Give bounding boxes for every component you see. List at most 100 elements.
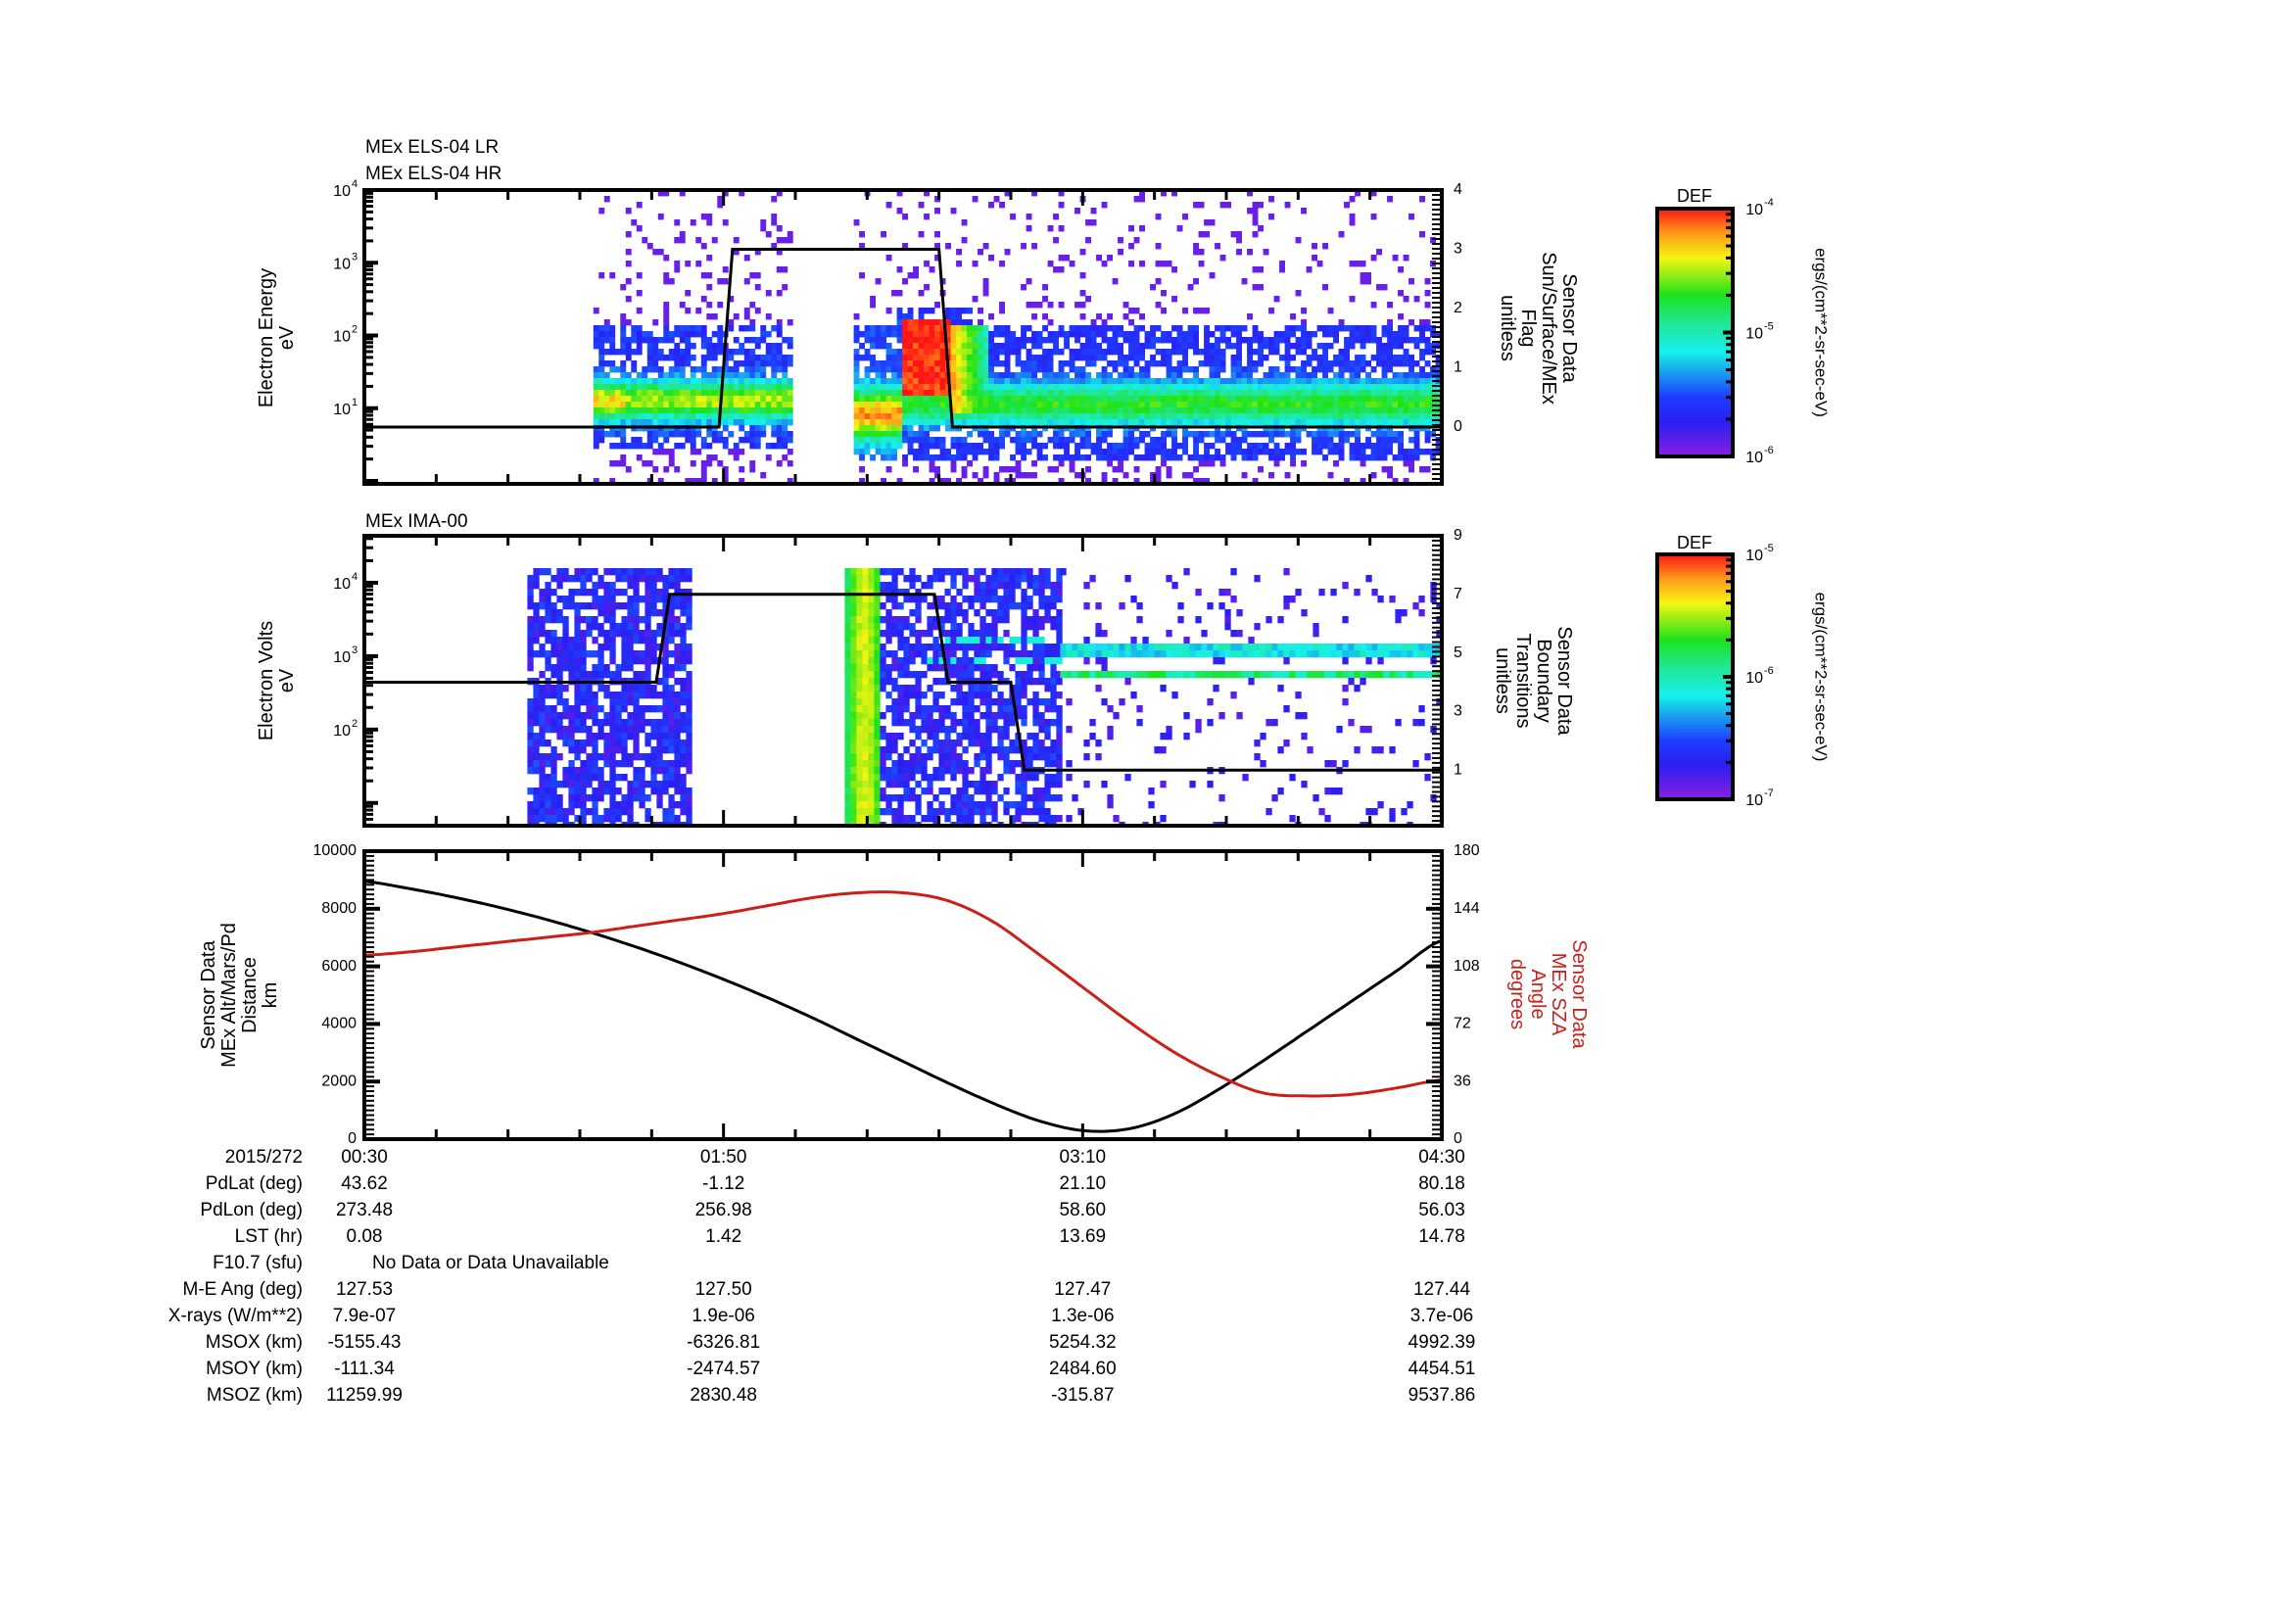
right-tick-ima: 5 <box>1454 645 1462 661</box>
colorbar-unit-0: ergs/(cm**2-sr-sec-eV) <box>1812 248 1831 417</box>
ephemeris-row-label: X-rays (W/m**2) <box>168 1306 303 1327</box>
ephemeris-value: 43.62 <box>341 1173 388 1195</box>
right-tick-sza: 180 <box>1454 842 1480 859</box>
colorbar-tick-1-0: 10-5 <box>1745 543 1774 564</box>
date-label: 2015/272 <box>225 1147 303 1169</box>
ephemeris-value: -1.12 <box>702 1173 744 1195</box>
right-tick-ima: 3 <box>1454 703 1462 720</box>
ima-spectrogram <box>527 568 1442 829</box>
ephemeris-value: -315.87 <box>1051 1385 1114 1407</box>
time-tick-label: 03:10 <box>1060 1147 1107 1169</box>
ytick-alt: 8000 <box>321 900 357 917</box>
colorbar-ima <box>1657 554 1733 799</box>
panel-title-els-lr: MEx ELS-04 LR <box>365 137 499 159</box>
ephemeris-value: 4992.39 <box>1408 1332 1476 1354</box>
ephemeris-value: 0.08 <box>347 1226 383 1248</box>
ephemeris-value: 1.9e-06 <box>692 1306 754 1327</box>
right-tick-sza: 72 <box>1454 1016 1471 1032</box>
right-tick-els: 3 <box>1454 241 1462 258</box>
ephemeris-value: 21.10 <box>1060 1173 1107 1195</box>
ephemeris-value: 127.47 <box>1054 1279 1111 1301</box>
ephemeris-note: No Data or Data Unavailable <box>372 1253 609 1274</box>
right-tick-sza: 36 <box>1454 1073 1471 1089</box>
right-tick-els: 4 <box>1454 181 1462 198</box>
right-tick-ima: 9 <box>1454 527 1462 544</box>
time-tick-label: 00:30 <box>341 1147 388 1169</box>
ytick-alt: 10000 <box>313 842 358 859</box>
ephemeris-value: 273.48 <box>336 1200 393 1221</box>
ephemeris-row-label: MSOY (km) <box>206 1359 303 1380</box>
colorbar-title-els: DEF <box>1677 185 1712 207</box>
ephemeris-row-label: PdLat (deg) <box>206 1173 303 1195</box>
right-tick-sza: 0 <box>1454 1130 1462 1147</box>
ephemeris-value: 3.7e-06 <box>1410 1306 1473 1327</box>
ephemeris-value: -111.34 <box>334 1359 395 1380</box>
time-tick-label: 01:50 <box>700 1147 747 1169</box>
panel-title-ima: MEx IMA-00 <box>365 511 468 533</box>
ephemeris-row-label: F10.7 (sfu) <box>213 1253 303 1274</box>
panel-title-els-hr: MEx ELS-04 HR <box>365 164 501 185</box>
colorbar-unit-1: ergs/(cm**2-sr-sec-eV) <box>1812 593 1831 762</box>
colorbar-title-ima: DEF <box>1677 532 1712 553</box>
ephemeris-value: 14.78 <box>1418 1226 1465 1248</box>
ephemeris-value: 2830.48 <box>690 1385 757 1407</box>
right-tick-sza: 144 <box>1454 900 1480 917</box>
ephemeris-value: -6326.81 <box>687 1332 760 1354</box>
ephemeris-value: 56.03 <box>1418 1200 1465 1221</box>
ytick-alt: 6000 <box>321 958 357 975</box>
colorbar-tick-0-1: 10-5 <box>1745 321 1774 343</box>
ephemeris-value: 127.50 <box>695 1279 752 1301</box>
right-tick-ima: 7 <box>1454 586 1462 602</box>
right-tick-els: 1 <box>1454 359 1462 376</box>
colorbar-tick-0-2: 10-6 <box>1745 445 1774 466</box>
els-spectrogram <box>594 190 1447 484</box>
ephemeris-value: 1.42 <box>705 1226 741 1248</box>
ephemeris-value: 7.9e-07 <box>333 1306 396 1327</box>
ephemeris-value: 4454.51 <box>1408 1359 1476 1380</box>
ephemeris-value: 256.98 <box>695 1200 752 1221</box>
right-tick-sza: 108 <box>1454 958 1480 975</box>
time-tick-label: 04:30 <box>1418 1147 1465 1169</box>
ephemeris-value: 127.53 <box>336 1279 393 1301</box>
ephemeris-value: 127.44 <box>1413 1279 1470 1301</box>
colorbar-ticks: 10-4 10-5 10-6 ergs/(cm**2-sr-sec-eV) 10-5 10… <box>1723 197 1831 809</box>
colorbar-els <box>1657 209 1733 456</box>
right-tick-els: 2 <box>1454 300 1462 316</box>
colorbar-tick-1-2: 10-7 <box>1745 788 1774 809</box>
ephemeris-value: 13.69 <box>1060 1226 1107 1248</box>
ephemeris-row-label: MSOZ (km) <box>207 1385 303 1407</box>
ytick-alt: 2000 <box>321 1073 357 1089</box>
ephemeris-row-label: PdLon (deg) <box>200 1200 303 1221</box>
ephemeris-value: 2484.60 <box>1049 1359 1117 1380</box>
colorbar-tick-0-0: 10-4 <box>1745 197 1774 218</box>
colorbar-tick-1-1: 10-6 <box>1745 665 1774 687</box>
ephemeris-row-label: LST (hr) <box>235 1226 303 1248</box>
sza-line <box>364 892 1442 1096</box>
ephemeris-value: 11259.99 <box>326 1385 403 1407</box>
ephemeris-value: -2474.57 <box>687 1359 760 1380</box>
right-tick-els: 0 <box>1454 418 1462 435</box>
ephemeris-value: 9537.86 <box>1408 1385 1476 1407</box>
ephemeris-row-label: M-E Ang (deg) <box>183 1279 304 1301</box>
ephemeris-row-label: MSOX (km) <box>206 1332 303 1354</box>
ephemeris-value: -5155.43 <box>327 1332 401 1354</box>
ytick-alt: 0 <box>348 1130 357 1147</box>
ephemeris-value: 80.18 <box>1418 1173 1465 1195</box>
ytick-alt: 4000 <box>321 1016 357 1032</box>
ephemeris-value: 1.3e-06 <box>1051 1306 1114 1327</box>
ephemeris-value: 5254.32 <box>1049 1332 1117 1354</box>
